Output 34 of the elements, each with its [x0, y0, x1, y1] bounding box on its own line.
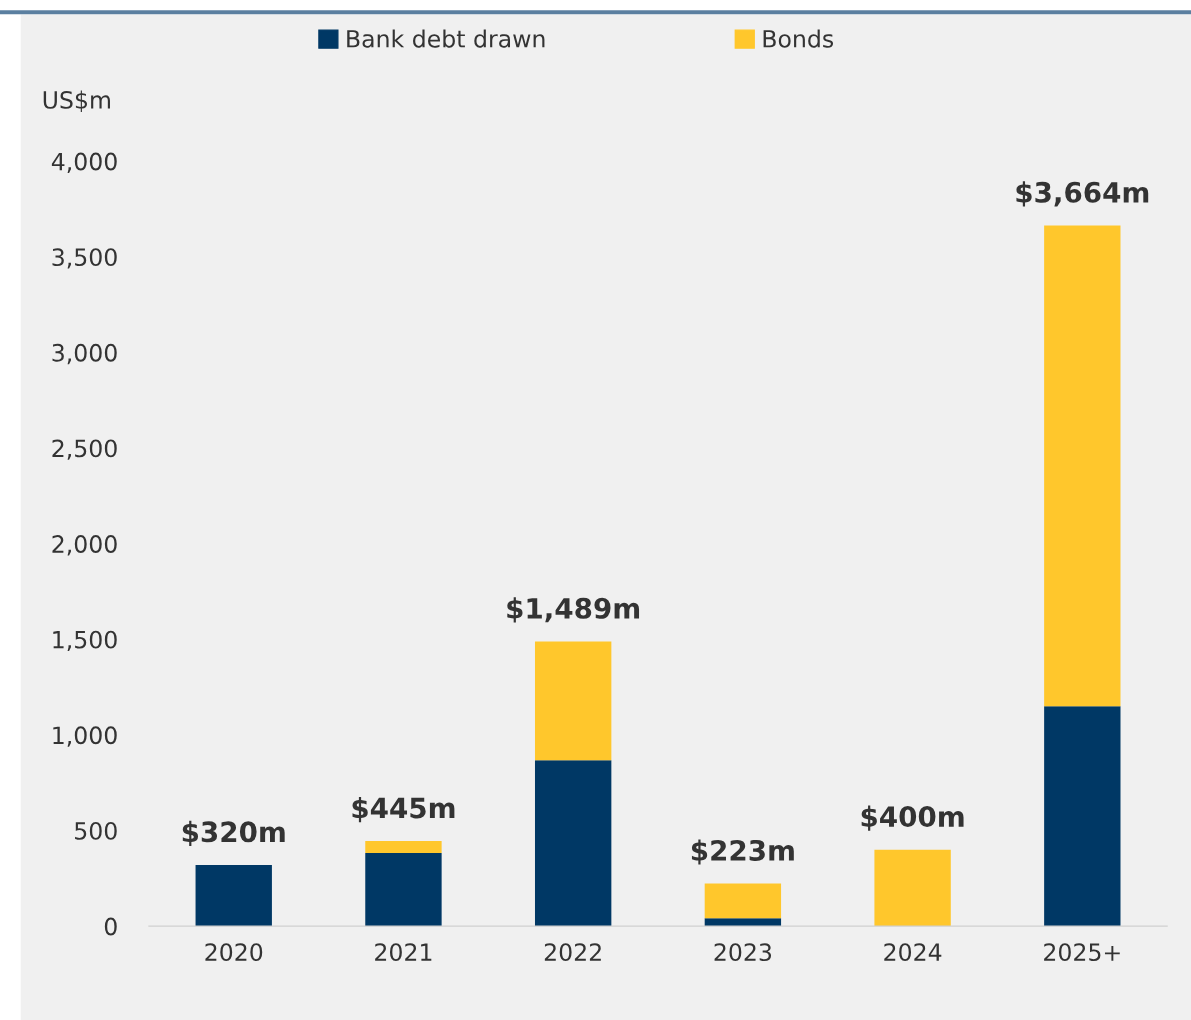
bar: [1044, 225, 1121, 707]
y-tick-label: 3,500: [52, 248, 117, 269]
total-label: $3,664m: [1016, 181, 1149, 207]
y-tick-label: 4,000: [51, 152, 117, 173]
y-tick-label: 0: [104, 917, 117, 936]
y-tick-label: 2,000: [52, 535, 117, 556]
bar: [1044, 706, 1121, 927]
legend-label: Bonds: [763, 29, 834, 48]
total-label: $1,489m: [507, 597, 640, 623]
x-tick-label: 2025+: [1044, 943, 1120, 962]
y-tick-label: 1,000: [53, 726, 117, 747]
y-tick-label: 2,500: [52, 439, 117, 460]
bar: [704, 918, 782, 927]
legend-label: Bank debt drawn: [347, 29, 545, 48]
x-tick-label: 2020: [205, 943, 263, 962]
total-label: $223m: [691, 839, 794, 865]
x-tick-label: 2023: [714, 943, 772, 962]
y-tick-label: 500: [75, 821, 117, 840]
x-tick-label: 2021: [375, 943, 432, 962]
bar: [195, 864, 272, 927]
x-tick-label: 2024: [884, 943, 942, 962]
y-tick-label: 3,000: [52, 343, 117, 365]
bar: [534, 641, 612, 761]
bar: [874, 849, 951, 927]
total-label: $400m: [861, 805, 964, 831]
total-label: $320m: [182, 820, 285, 847]
y-tick-label: 1,500: [53, 630, 117, 651]
bar: [704, 883, 782, 919]
bar: [365, 841, 442, 854]
bar: [534, 760, 612, 927]
total-label: $445m: [352, 796, 455, 823]
x-tick-label: 2022: [544, 943, 601, 962]
y-axis-title: US$m: [43, 90, 110, 112]
bar: [365, 853, 442, 927]
